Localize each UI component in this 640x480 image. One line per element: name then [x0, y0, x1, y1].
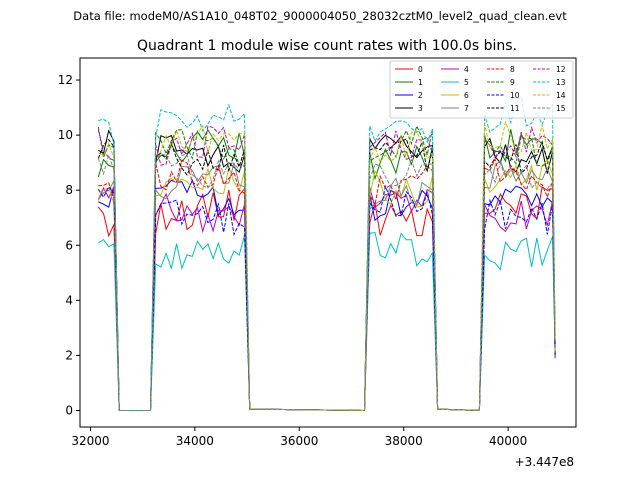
series-line-10: [97, 184, 556, 412]
legend-label-3: 3: [418, 104, 423, 113]
series-line-3: [98, 129, 556, 412]
series-line-8: [98, 157, 556, 412]
y-tick-label: 12: [58, 73, 73, 87]
series-line-2: [98, 178, 556, 412]
legend-label-10: 10: [510, 91, 520, 100]
y-tick-label: 2: [65, 348, 73, 362]
chart-title: Quadrant 1 module wise count rates with …: [137, 38, 517, 54]
x-offset-label: +3.447e8: [515, 455, 574, 469]
legend-label-9: 9: [510, 78, 515, 87]
series-line-7: [97, 159, 556, 412]
legend-label-11: 11: [510, 104, 520, 113]
plot-area-frame: [79, 57, 577, 428]
y-tick-label: 4: [65, 293, 73, 307]
legend-label-5: 5: [464, 78, 469, 87]
y-tick-label: 8: [65, 183, 73, 197]
series-line-11: [97, 138, 556, 412]
series-lines: [97, 95, 556, 412]
legend-label-8: 8: [510, 65, 515, 74]
series-line-0: [97, 186, 556, 412]
legend-label-13: 13: [556, 78, 566, 87]
legend-label-7: 7: [464, 104, 469, 113]
legend-label-15: 15: [556, 104, 566, 113]
legend-label-2: 2: [418, 91, 423, 100]
y-tick-label: 6: [65, 238, 73, 252]
series-line-14: [98, 120, 556, 412]
series-line-6: [97, 158, 556, 412]
series-line-4: [97, 186, 556, 412]
x-tick-label: 38000: [385, 434, 423, 448]
x-tick-label: 32000: [71, 434, 109, 448]
series-line-15: [97, 153, 556, 412]
legend-box: [389, 60, 574, 119]
legend-label-4: 4: [464, 65, 469, 74]
series-line-9: [97, 124, 556, 412]
figure-suptitle: Data file: modeM0/AS1A10_048T02_90000040…: [73, 9, 567, 23]
legend-label-0: 0: [418, 65, 423, 74]
legend-label-6: 6: [464, 91, 469, 100]
y-tick-label: 10: [58, 128, 73, 142]
series-line-12: [97, 125, 556, 412]
series-line-13: [98, 95, 556, 412]
legend-label-14: 14: [556, 91, 566, 100]
series-line-5: [98, 231, 556, 412]
y-tick-label: 0: [65, 403, 73, 417]
x-axis: 32000 34000 36000 38000 40000: [71, 427, 527, 448]
x-tick-label: 36000: [280, 434, 318, 448]
legend-label-12: 12: [556, 65, 566, 74]
x-tick-label: 40000: [489, 434, 527, 448]
x-tick-label: 34000: [176, 434, 214, 448]
legend-label-1: 1: [418, 78, 423, 87]
y-axis: 0 2 4 6 8 10 12: [58, 73, 80, 417]
